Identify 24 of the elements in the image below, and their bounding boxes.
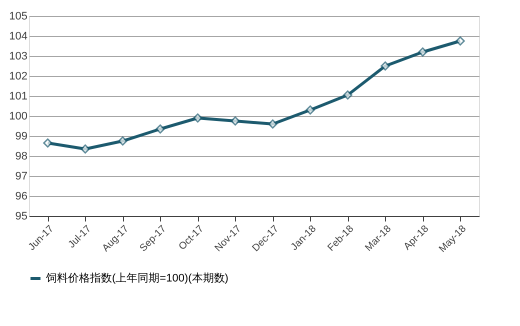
point: [418, 47, 428, 57]
y-tick-label: 98: [15, 150, 28, 162]
point: [156, 124, 165, 134]
y-tick-label: 103: [9, 50, 28, 62]
point: [306, 105, 315, 115]
y-tick-label: 99: [15, 130, 28, 142]
point: [456, 36, 465, 46]
point: [193, 113, 202, 123]
y-tick-label: 95: [15, 210, 28, 222]
y-tick-label: 97: [15, 170, 28, 182]
point: [230, 116, 240, 126]
y-tick-label: 102: [9, 70, 28, 82]
y-tick-label: 96: [15, 190, 28, 202]
point: [80, 144, 90, 154]
point: [43, 138, 52, 148]
y-tick-label: 104: [9, 30, 28, 42]
point: [118, 136, 128, 146]
y-tick-label: 105: [9, 10, 28, 22]
point: [380, 61, 390, 71]
legend-label: 饲料价格指数(上年同期=100)(本期数): [45, 272, 228, 284]
y-tick-label: 100: [9, 110, 28, 122]
point: [268, 119, 278, 129]
y-tick-label: 101: [9, 90, 28, 102]
point: [343, 90, 352, 100]
